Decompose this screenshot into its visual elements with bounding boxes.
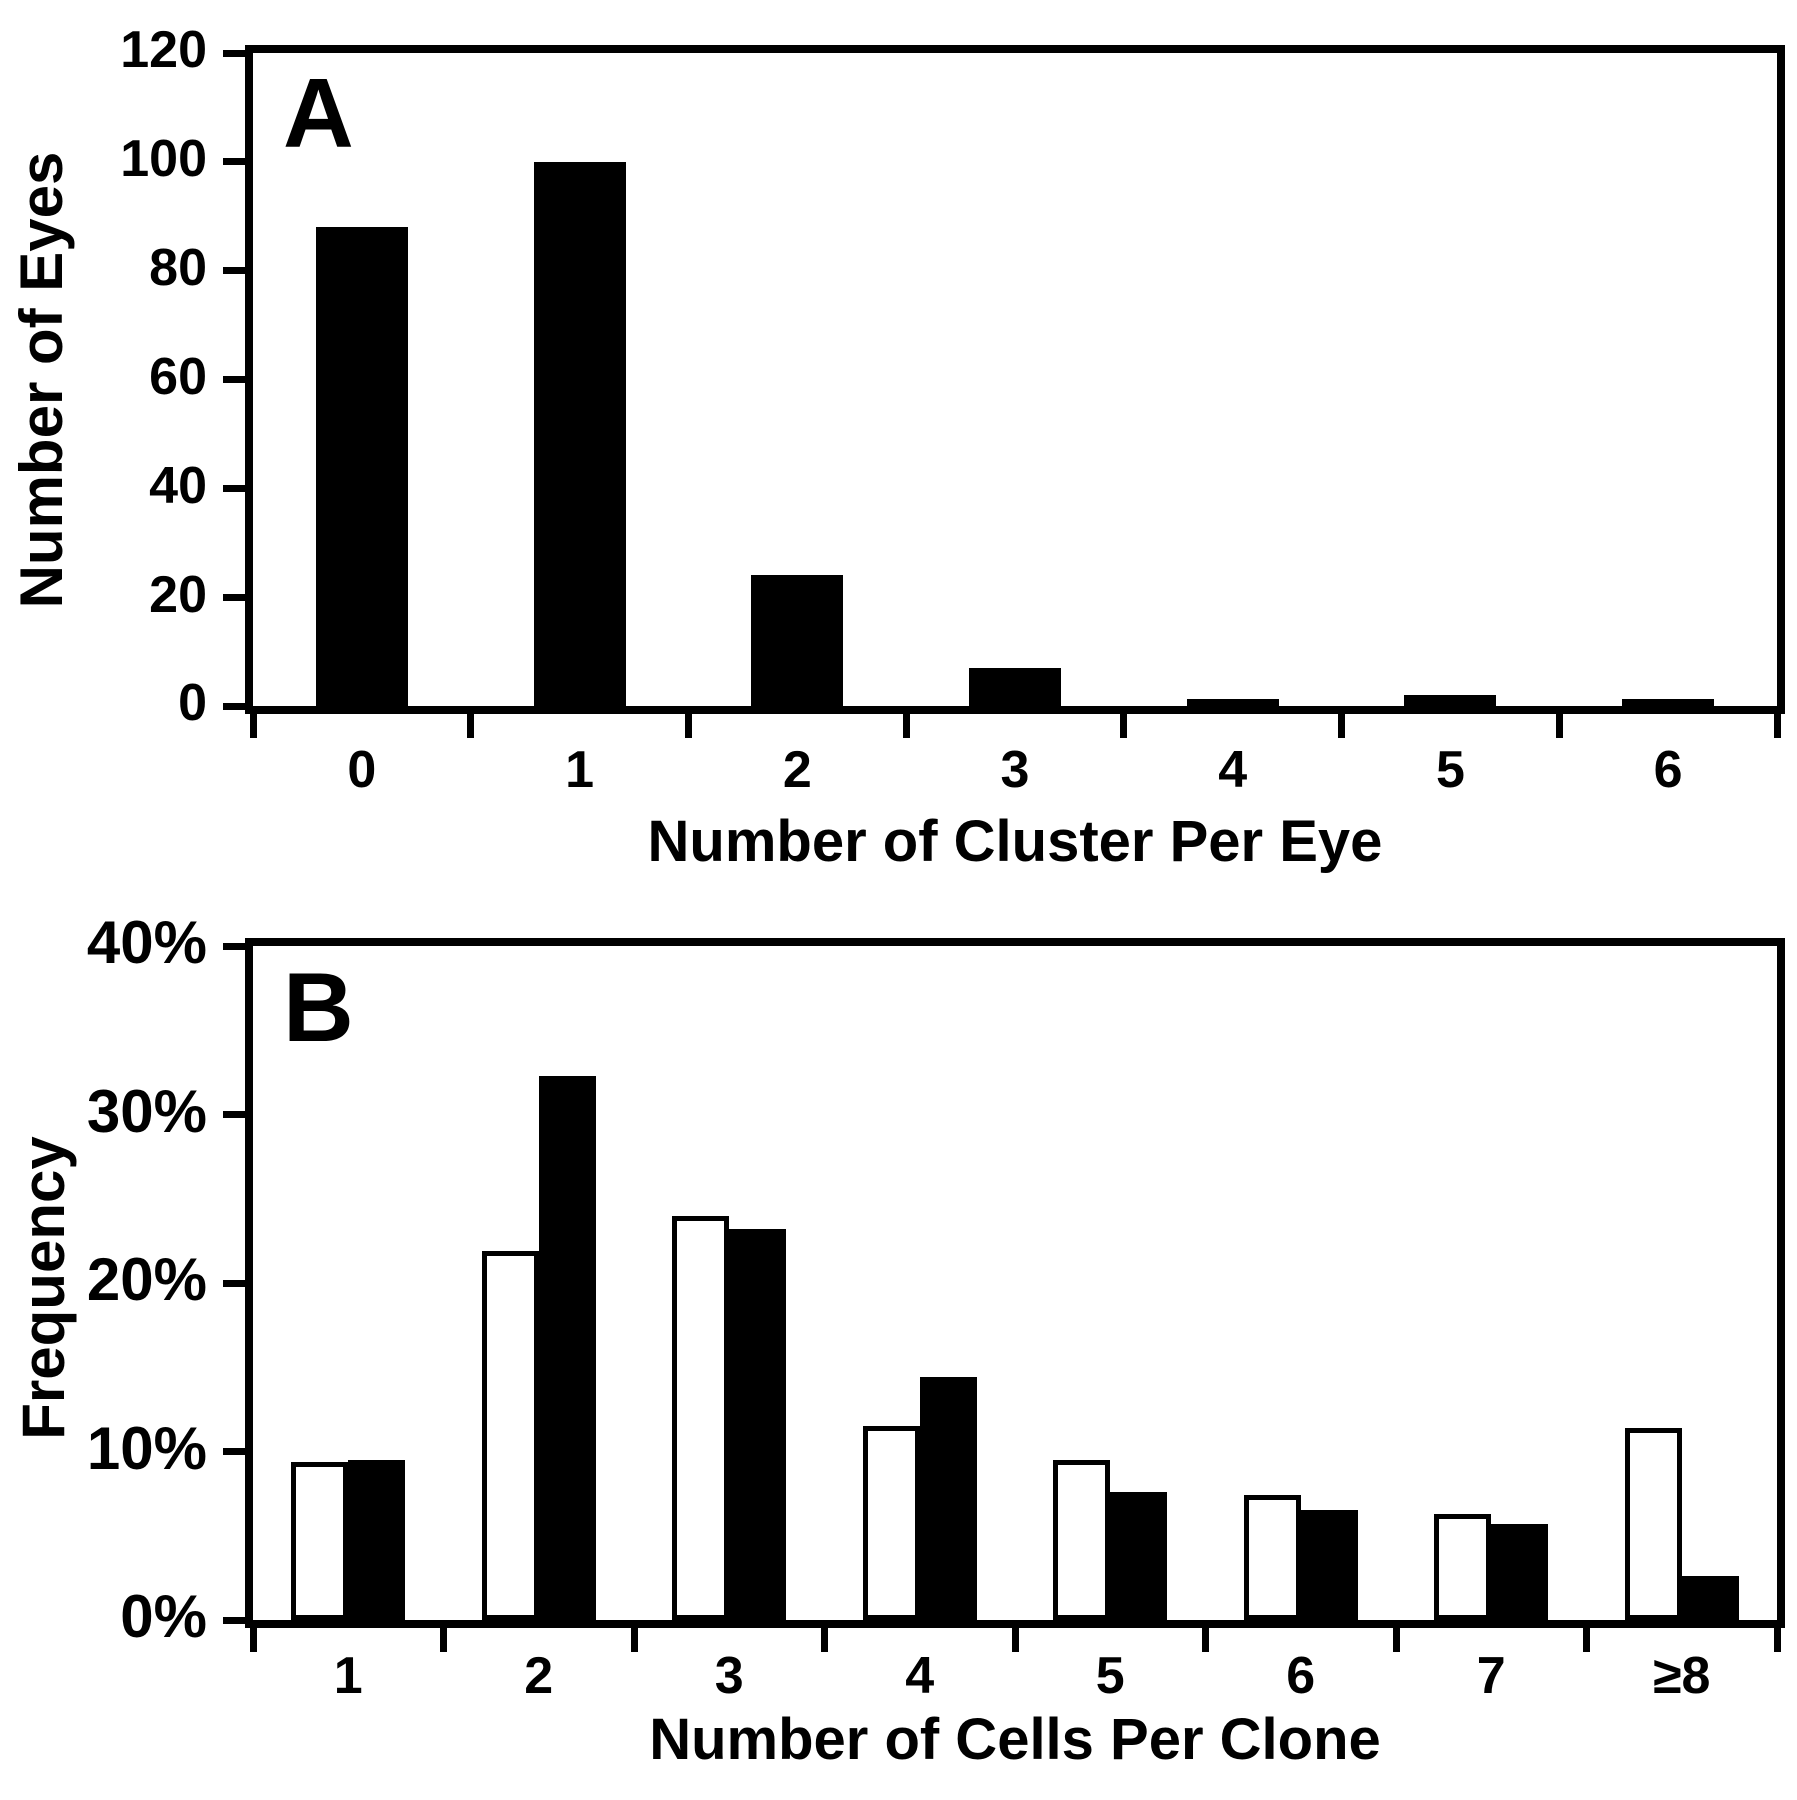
filled-bar-4 bbox=[1186, 698, 1279, 706]
y-tick-label-120: 120 bbox=[120, 21, 207, 80]
x-category-label-7: 7 bbox=[1476, 1647, 1506, 1705]
x-category-label-1: 1 bbox=[333, 1647, 363, 1705]
y-tick-100 bbox=[223, 158, 245, 166]
x-tick-2 bbox=[684, 714, 692, 738]
x-category-label-4: 4 bbox=[905, 1647, 935, 1705]
filled-bar-2 bbox=[751, 575, 844, 706]
x-tick-5 bbox=[1202, 1628, 1209, 1652]
x-tick-1 bbox=[467, 714, 475, 738]
y-tick-label-0%: 0% bbox=[120, 1583, 207, 1650]
y-tick-80 bbox=[223, 267, 245, 275]
y-tick-120 bbox=[223, 49, 245, 57]
open-bar-1 bbox=[291, 1461, 349, 1620]
x-tick-6 bbox=[1392, 1628, 1400, 1652]
x-tick-4 bbox=[1011, 1628, 1019, 1652]
x-category-label-3: 3 bbox=[1000, 741, 1030, 799]
panel-b-label: B bbox=[283, 952, 354, 1062]
filled-bar-2 bbox=[538, 1075, 596, 1620]
filled-bar-6 bbox=[1622, 698, 1715, 706]
panel-b-bars bbox=[253, 946, 1777, 1620]
filled-bar-≥8 bbox=[1681, 1576, 1739, 1620]
y-tick-label-20%: 20% bbox=[86, 1246, 207, 1313]
x-category-label-5: 5 bbox=[1095, 1647, 1125, 1705]
x-tick-0 bbox=[249, 1628, 257, 1652]
filled-bar-1 bbox=[348, 1459, 406, 1620]
filled-bar-0 bbox=[315, 227, 408, 706]
x-tick-3 bbox=[821, 1628, 828, 1652]
x-category-label-2: 2 bbox=[524, 1647, 554, 1705]
open-bar-2 bbox=[481, 1251, 539, 1620]
filled-bar-5 bbox=[1110, 1491, 1168, 1620]
x-tick-8 bbox=[1773, 1628, 1781, 1652]
x-tick-6 bbox=[1555, 714, 1563, 738]
filled-bar-1 bbox=[533, 161, 626, 706]
open-bar-7 bbox=[1434, 1513, 1492, 1620]
y-tick-label-20: 20 bbox=[149, 565, 207, 624]
y-tick-20 bbox=[223, 593, 245, 601]
panel-a-bars bbox=[253, 53, 1777, 706]
x-category-label-2: 2 bbox=[782, 741, 812, 799]
y-tick-0% bbox=[223, 1616, 245, 1624]
y-tick-label-30%: 30% bbox=[86, 1077, 207, 1145]
y-tick-0 bbox=[223, 702, 245, 710]
y-tick-20% bbox=[223, 1279, 245, 1287]
y-tick-label-10%: 10% bbox=[86, 1414, 207, 1482]
x-tick-1 bbox=[440, 1628, 447, 1652]
x-category-label-3: 3 bbox=[714, 1647, 744, 1705]
open-bar-3 bbox=[672, 1215, 730, 1620]
y-tick-30% bbox=[223, 1111, 245, 1118]
x-category-label-0: 0 bbox=[347, 741, 377, 799]
x-category-label-6: 6 bbox=[1286, 1647, 1316, 1705]
y-tick-40 bbox=[223, 484, 245, 492]
panel-b-x-axis-title: Number of Cells Per Clone bbox=[649, 1707, 1381, 1772]
filled-bar-3 bbox=[969, 667, 1061, 706]
open-bar-≥8 bbox=[1624, 1427, 1682, 1620]
open-bar-4 bbox=[862, 1426, 920, 1620]
y-tick-label-60: 60 bbox=[149, 347, 207, 406]
filled-bar-7 bbox=[1491, 1523, 1549, 1620]
filled-bar-3 bbox=[729, 1229, 787, 1620]
x-category-label-4: 4 bbox=[1218, 741, 1248, 799]
y-tick-label-100: 100 bbox=[120, 130, 207, 189]
x-tick-4 bbox=[1120, 714, 1128, 738]
filled-bar-5 bbox=[1404, 695, 1497, 706]
panel-a-label: A bbox=[283, 58, 354, 168]
y-tick-60 bbox=[223, 376, 245, 383]
y-tick-10% bbox=[223, 1448, 245, 1455]
x-category-label-1: 1 bbox=[565, 741, 595, 799]
y-tick-label-0: 0 bbox=[178, 674, 207, 733]
y-tick-label-40%: 40% bbox=[86, 909, 207, 976]
open-bar-6 bbox=[1243, 1495, 1301, 1620]
x-category-label-5: 5 bbox=[1435, 741, 1465, 799]
y-tick-label-40: 40 bbox=[149, 456, 207, 515]
x-category-label-6: 6 bbox=[1653, 741, 1683, 799]
panel-a-x-axis-title: Number of Cluster Per Eye bbox=[647, 809, 1383, 874]
y-tick-label-80: 80 bbox=[149, 239, 207, 298]
x-tick-5 bbox=[1338, 714, 1346, 738]
x-tick-0 bbox=[249, 714, 257, 738]
x-tick-3 bbox=[902, 714, 910, 738]
open-bar-5 bbox=[1053, 1459, 1111, 1620]
x-tick-2 bbox=[630, 1628, 638, 1652]
x-category-label-≥8: ≥8 bbox=[1653, 1647, 1711, 1705]
filled-bar-4 bbox=[919, 1377, 977, 1620]
panel-a-plot-area bbox=[245, 45, 1785, 714]
x-tick-7 bbox=[1773, 714, 1781, 738]
filled-bar-6 bbox=[1300, 1510, 1358, 1620]
y-tick-40% bbox=[223, 942, 245, 950]
x-tick-7 bbox=[1583, 1628, 1590, 1652]
